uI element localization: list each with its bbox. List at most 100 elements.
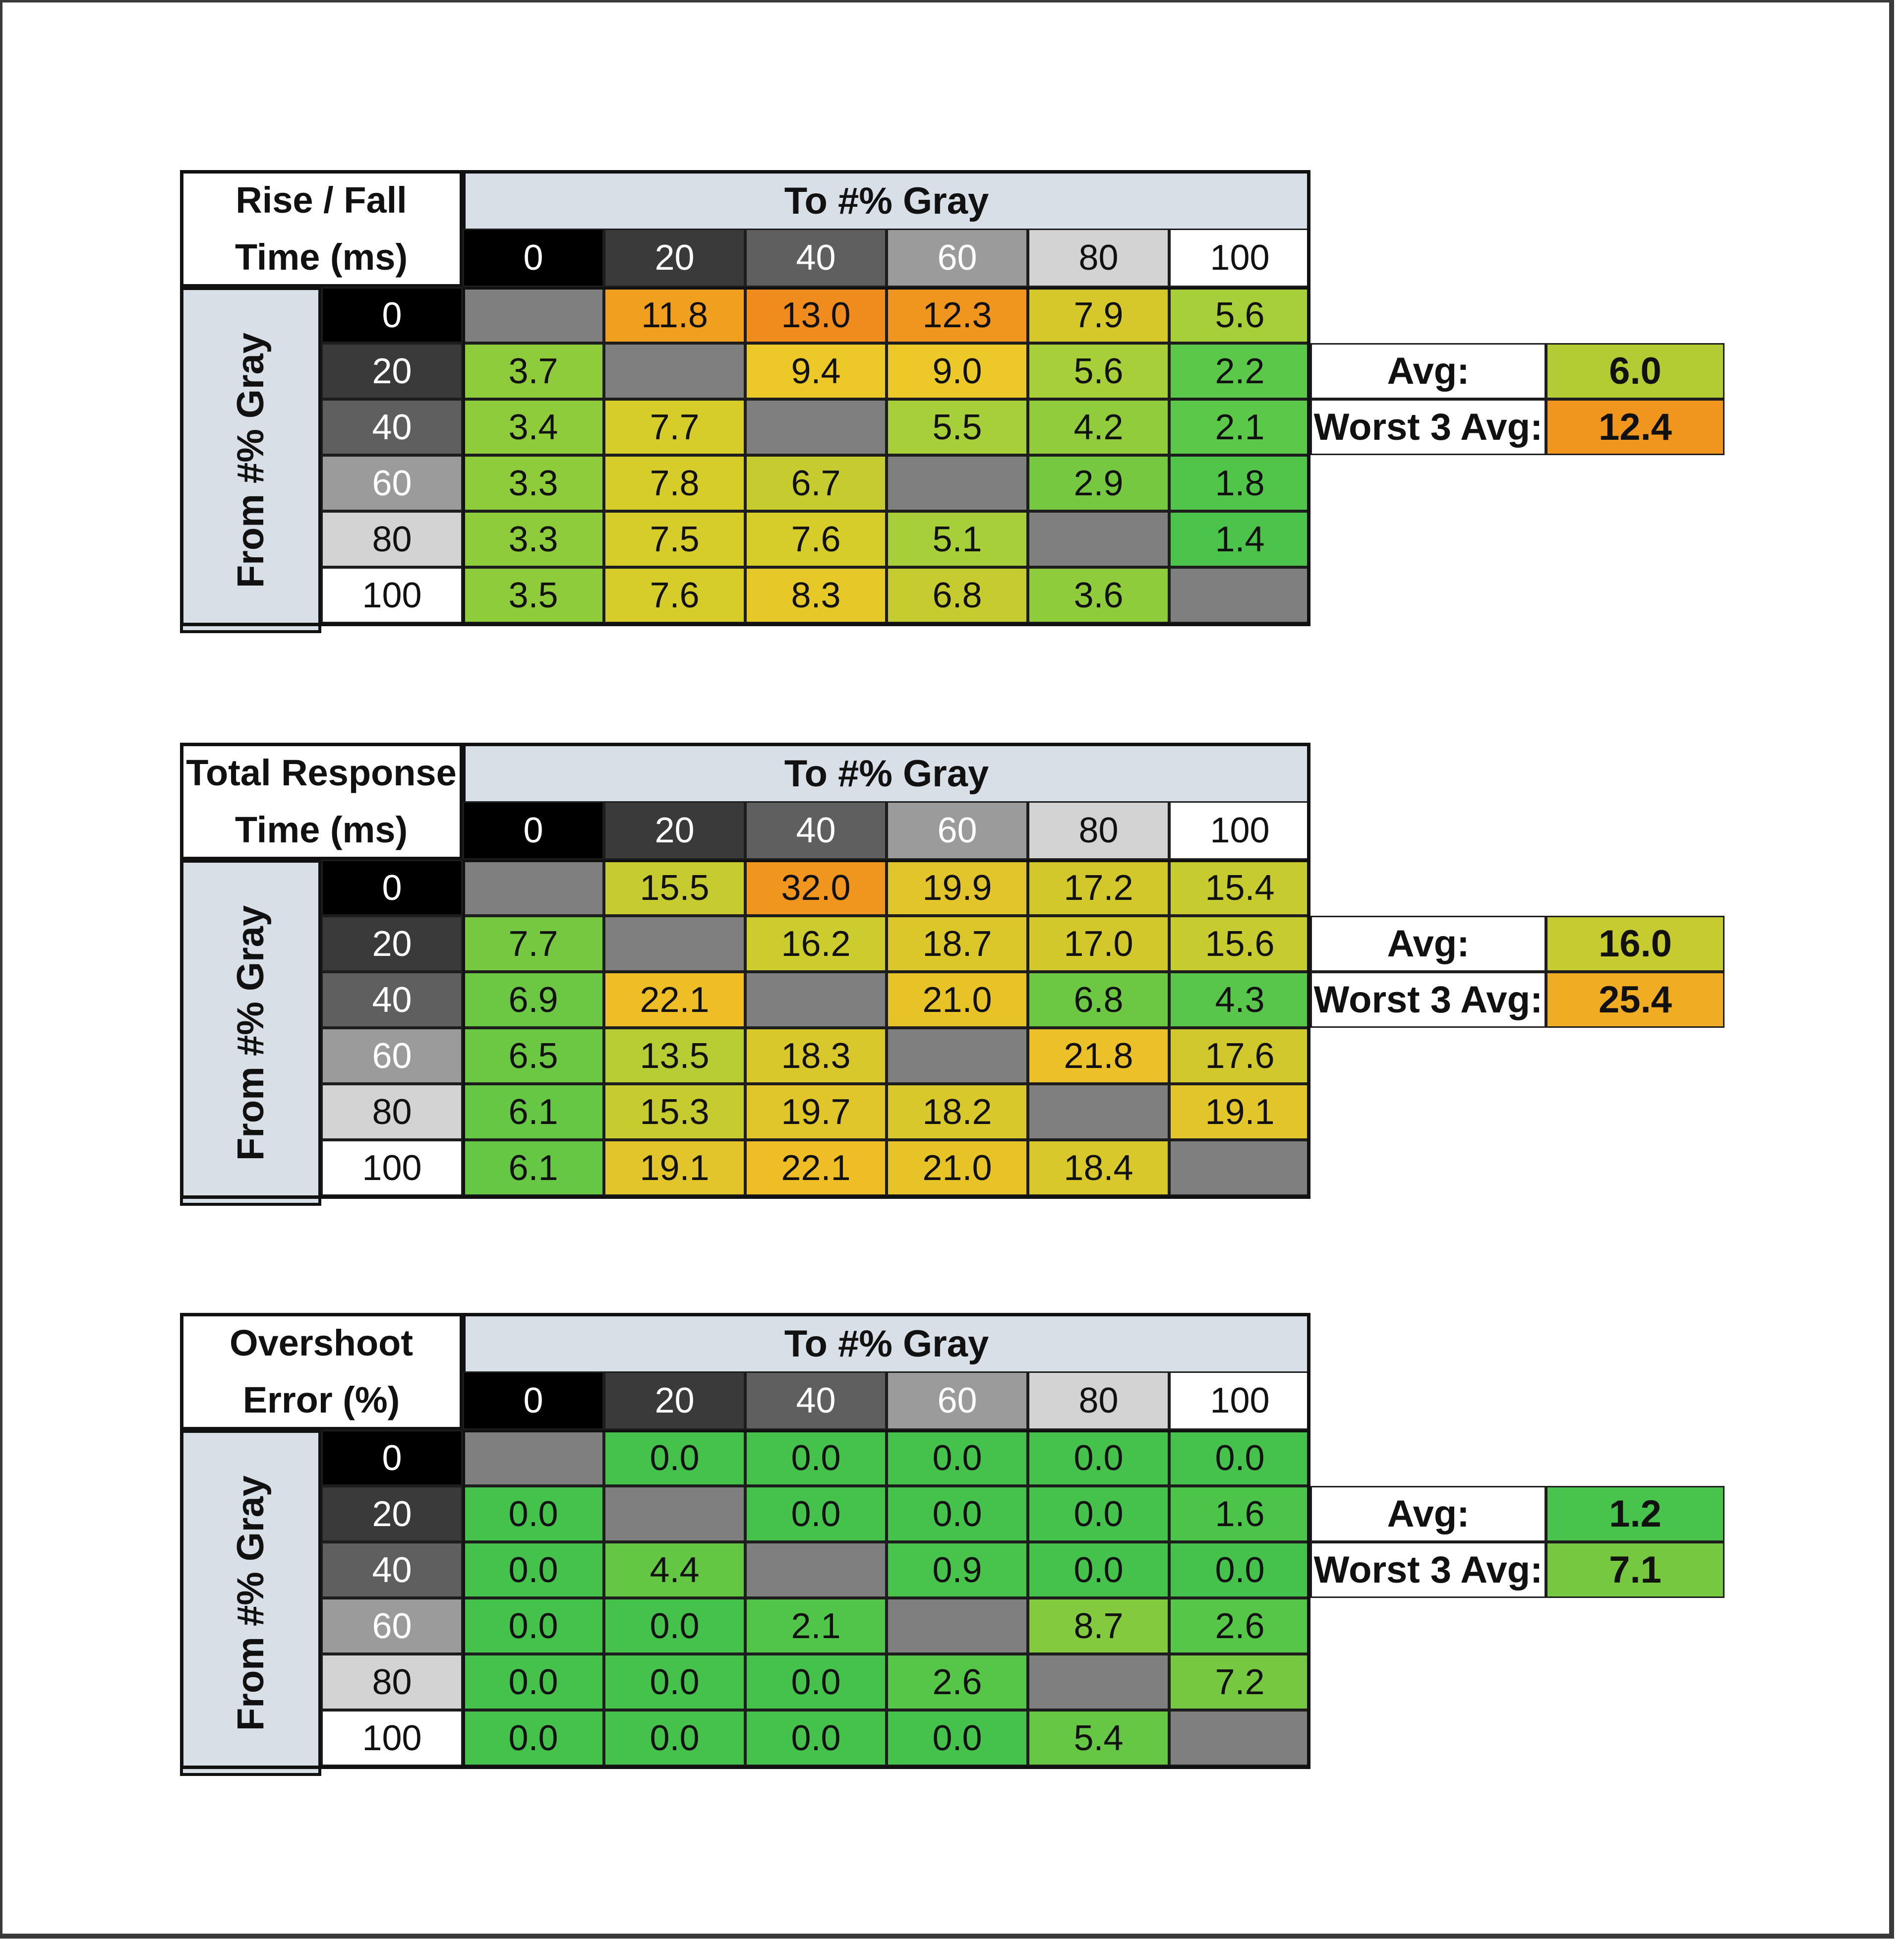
value-cell: 18.4 [1028, 1140, 1169, 1196]
value-cell: 1.6 [1169, 1486, 1310, 1542]
diagonal-cell [1028, 1654, 1169, 1710]
diagonal-cell [887, 1598, 1028, 1654]
value-cell: 0.0 [887, 1486, 1028, 1542]
worst-3-avg-value: 7.1 [1546, 1542, 1725, 1598]
column-label: 20 [604, 229, 745, 287]
value-cell: 0.9 [887, 1542, 1028, 1598]
value-cell: 7.5 [604, 511, 745, 567]
value-cell: 18.7 [887, 916, 1028, 972]
value-cell: 8.3 [745, 567, 887, 623]
diagonal-cell [463, 287, 604, 343]
avg-value: 1.2 [1546, 1486, 1725, 1542]
worst-3-avg-label: Worst 3 Avg: [1310, 399, 1546, 455]
row-label: 0 [321, 860, 463, 916]
row-label: 80 [321, 1084, 463, 1140]
column-label: 100 [1169, 229, 1310, 287]
row-label: 100 [321, 1140, 463, 1196]
column-label: 0 [463, 1371, 604, 1430]
row-label: 20 [321, 343, 463, 399]
value-cell: 5.1 [887, 511, 1028, 567]
row-header-text: From #% Gray [230, 905, 272, 1161]
row-header: From #% Gray [180, 860, 321, 1206]
value-cell: 3.6 [1028, 567, 1169, 623]
value-cell: 3.7 [463, 343, 604, 399]
value-cell: 5.5 [887, 399, 1028, 455]
column-label: 60 [887, 1371, 1028, 1430]
worst-3-avg-value: 12.4 [1546, 399, 1725, 455]
value-cell: 0.0 [887, 1430, 1028, 1486]
value-cell: 19.1 [1169, 1084, 1310, 1140]
column-header: To #% Gray [463, 1313, 1310, 1374]
value-cell: 6.5 [463, 1028, 604, 1084]
value-cell: 0.0 [604, 1654, 745, 1710]
row-label: 60 [321, 1028, 463, 1084]
diagonal-cell [463, 1430, 604, 1486]
column-label: 20 [604, 801, 745, 860]
avg-label: Avg: [1310, 916, 1546, 972]
avg-value: 6.0 [1546, 343, 1725, 399]
value-cell: 6.1 [463, 1140, 604, 1196]
value-cell: 7.2 [1169, 1654, 1310, 1710]
diagonal-cell [1028, 1084, 1169, 1140]
column-label: 20 [604, 1371, 745, 1430]
rise-fall-table: Rise / Fall Time (ms) To #% Gray 0 20 40 60 80 1… [180, 170, 1725, 634]
value-cell: 6.8 [1028, 972, 1169, 1028]
row-label: 40 [321, 399, 463, 455]
value-cell: 0.0 [463, 1654, 604, 1710]
value-cell: 11.8 [604, 287, 745, 343]
worst-3-avg-value: 25.4 [1546, 972, 1725, 1028]
value-cell: 6.8 [887, 567, 1028, 623]
column-label: 100 [1169, 801, 1310, 860]
column-header: To #% Gray [463, 170, 1310, 232]
value-cell: 0.0 [887, 1710, 1028, 1766]
total-response-table: Total Response Time (ms) To #% Gray 0 20 40 60… [180, 743, 1725, 1206]
value-cell: 21.8 [1028, 1028, 1169, 1084]
value-cell: 16.2 [745, 916, 887, 972]
value-cell: 2.1 [745, 1598, 887, 1654]
value-cell: 0.0 [1028, 1486, 1169, 1542]
value-cell: 17.6 [1169, 1028, 1310, 1084]
column-label: 40 [745, 801, 887, 860]
row-label: 0 [321, 287, 463, 343]
value-cell: 19.7 [745, 1084, 887, 1140]
table-title-line: Time (ms) [235, 809, 408, 850]
value-cell: 3.4 [463, 399, 604, 455]
value-cell: 7.8 [604, 455, 745, 511]
value-cell: 7.6 [745, 511, 887, 567]
column-label: 0 [463, 229, 604, 287]
value-cell: 6.7 [745, 455, 887, 511]
row-label: 40 [321, 972, 463, 1028]
table-title: Overshoot Error (%) [180, 1313, 463, 1430]
value-cell: 4.2 [1028, 399, 1169, 455]
diagonal-cell [887, 1028, 1028, 1084]
value-cell: 1.4 [1169, 511, 1310, 567]
avg-label: Avg: [1310, 1486, 1546, 1542]
row-label: 20 [321, 916, 463, 972]
value-cell: 1.8 [1169, 455, 1310, 511]
column-label: 80 [1028, 1371, 1169, 1430]
value-cell: 0.0 [745, 1430, 887, 1486]
value-cell: 7.6 [604, 567, 745, 623]
value-cell: 6.9 [463, 972, 604, 1028]
table-title-line: Rise / Fall [236, 179, 407, 221]
row-header: From #% Gray [180, 287, 321, 633]
value-cell: 0.0 [745, 1486, 887, 1542]
value-cell: 18.2 [887, 1084, 1028, 1140]
row-header-text: From #% Gray [230, 332, 272, 588]
value-cell: 3.5 [463, 567, 604, 623]
value-cell: 0.0 [604, 1598, 745, 1654]
column-label: 0 [463, 801, 604, 860]
row-label: 80 [321, 511, 463, 567]
value-cell: 15.4 [1169, 860, 1310, 916]
value-cell: 0.0 [463, 1710, 604, 1766]
value-cell: 2.6 [887, 1654, 1028, 1710]
value-cell: 0.0 [463, 1598, 604, 1654]
value-cell: 15.3 [604, 1084, 745, 1140]
table-title-line: Total Response [186, 752, 457, 793]
value-cell: 7.7 [463, 916, 604, 972]
value-cell: 3.3 [463, 511, 604, 567]
diagonal-cell [1028, 511, 1169, 567]
row-label: 100 [321, 1710, 463, 1766]
value-cell: 15.6 [1169, 916, 1310, 972]
